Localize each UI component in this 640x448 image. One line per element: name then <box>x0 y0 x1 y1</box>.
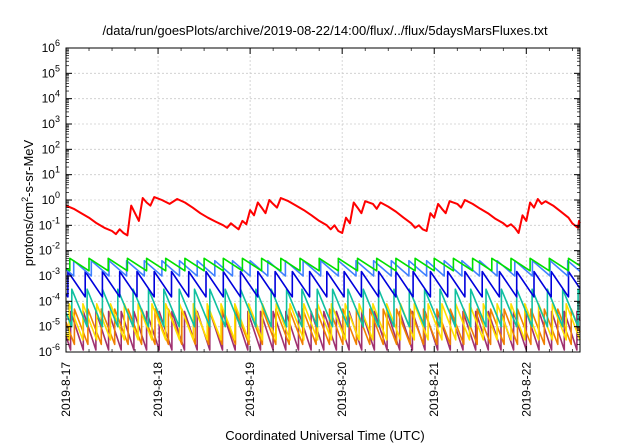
series-line <box>65 288 581 328</box>
y-tick-label-base: 10 <box>42 142 56 156</box>
y-tick-label-base: 10 <box>42 41 56 55</box>
y-tick-label-base: 10 <box>42 117 56 131</box>
series-line <box>65 259 581 277</box>
y-tick-label-exponent: -6 <box>52 342 60 352</box>
series-line <box>65 196 581 237</box>
y-tick-label: 10-3 <box>39 266 60 283</box>
y-tick-label-base: 10 <box>42 66 56 80</box>
y-tick-label-exponent: 6 <box>55 38 60 48</box>
y-tick-label: 10-5 <box>39 317 60 334</box>
y-tick-label-exponent: 4 <box>55 89 60 99</box>
y-tick-label-base: 10 <box>39 294 53 308</box>
y-tick-label-base: 10 <box>42 168 56 182</box>
y-tick-label-base: 10 <box>39 345 53 359</box>
y-tick-label-exponent: 5 <box>55 63 60 73</box>
y-tick-label-base: 10 <box>39 244 53 258</box>
y-tick-label-exponent: 3 <box>55 114 60 124</box>
series-line <box>65 270 581 298</box>
y-axis-label-prefix: protons/cm <box>21 202 36 266</box>
series-layer <box>65 196 581 351</box>
y-tick-label-exponent: 1 <box>55 165 60 175</box>
y-tick-label-exponent: 2 <box>55 139 60 149</box>
y-tick-label-base: 10 <box>39 320 53 334</box>
y-tick-label: 10-4 <box>39 291 60 308</box>
y-tick-label-exponent: -3 <box>52 266 60 276</box>
y-tick-label: 102 <box>42 139 60 156</box>
x-tick-label: 2019-8-19 <box>243 362 257 417</box>
y-tick-label: 105 <box>42 63 60 80</box>
x-axis-label: Coordinated Universal Time (UTC) <box>225 428 424 443</box>
y-tick-label: 104 <box>42 89 60 106</box>
y-tick-label-base: 10 <box>42 193 56 207</box>
y-tick-label-exponent: -4 <box>52 291 60 301</box>
y-tick-label: 106 <box>42 38 60 55</box>
y-tick-label-exponent: -2 <box>52 241 60 251</box>
x-tick-label: 2019-8-18 <box>151 362 165 417</box>
y-tick-label: 103 <box>42 114 60 131</box>
y-tick-label-exponent: -5 <box>52 317 60 327</box>
x-tick-label: 2019-8-20 <box>335 362 349 417</box>
y-tick-label-base: 10 <box>39 269 53 283</box>
y-axis-ticks: 10-610-510-410-310-210-11001011021031041… <box>39 38 580 359</box>
y-tick-label: 101 <box>42 165 60 182</box>
y-tick-label-base: 10 <box>42 92 56 106</box>
y-tick-label-exponent: 0 <box>55 190 60 200</box>
y-tick-label: 10-1 <box>39 215 60 232</box>
y-tick-label: 10-6 <box>39 342 60 359</box>
y-tick-label: 10-2 <box>39 241 60 258</box>
series-line <box>65 308 581 346</box>
y-axis-label-superscript: 2 <box>20 197 30 202</box>
x-axis-ticks: 2019-8-17 2019-8-18 2019-8-19 2019-8-20 2019… <box>59 48 573 417</box>
y-tick-label-base: 10 <box>39 218 53 232</box>
x-tick-label: 2019-8-22 <box>519 362 533 417</box>
x-tick-label: 2019-8-21 <box>427 362 441 417</box>
y-tick-label-exponent: -1 <box>52 215 60 225</box>
y-tick-label: 100 <box>42 190 60 207</box>
chart-title: /data/run/goesPlots/archive/2019-08-22/1… <box>102 23 548 38</box>
y-axis-label-suffix: -s-sr-MeV <box>21 139 36 196</box>
series-line <box>65 257 581 272</box>
x-tick-label: 2019-8-17 <box>59 362 73 417</box>
y-axis-label: protons/cm2-s-sr-MeV <box>20 139 36 266</box>
